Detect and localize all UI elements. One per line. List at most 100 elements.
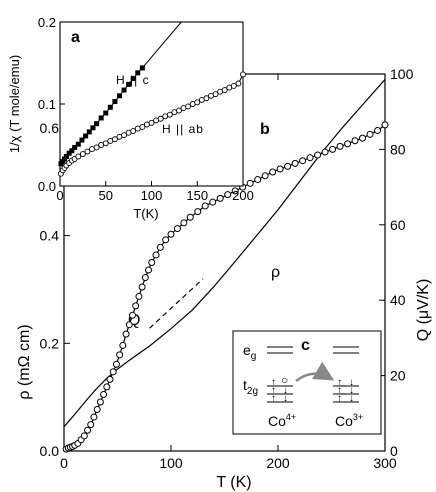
q-data-point <box>116 351 124 359</box>
hc-data-point <box>130 76 136 82</box>
q-data-point <box>231 187 239 195</box>
hab-data-point <box>194 99 201 106</box>
panel-label-b: b <box>260 121 270 138</box>
spin-left-2b: ↓ <box>283 385 288 396</box>
level-eg-main: e <box>243 342 251 358</box>
q-data-point <box>261 172 269 180</box>
ion-co4-charge: 4+ <box>286 412 296 422</box>
spin-right-3b: ↓ <box>349 393 354 404</box>
hc-data-point <box>72 144 78 150</box>
level-t2g-sub: 2g <box>247 386 258 397</box>
hab-data-point <box>175 107 182 114</box>
spin-right-2a: ↑ <box>337 385 342 396</box>
q-data-point <box>100 390 108 398</box>
main-right-y-tick-label: 80 <box>390 141 406 157</box>
spin-left-2a: ↑ <box>271 385 276 396</box>
hab-data-point <box>240 71 246 78</box>
q-data-point <box>299 157 307 165</box>
q-data-point <box>209 198 217 206</box>
hc-data-point <box>86 129 92 135</box>
hab-data-point <box>130 128 137 135</box>
hc-data-point <box>79 137 85 143</box>
hc-data-point <box>107 104 113 110</box>
hab-data-point <box>230 83 237 89</box>
level-label-eg: eg <box>243 342 256 362</box>
inset-x-tick-label: 150 <box>186 188 208 203</box>
spin-left-1a: ↑ <box>271 377 276 388</box>
spin-right-1b: ↓ <box>349 377 354 388</box>
main-right-y-ticks: 0 20 40 60 80 100 <box>379 66 414 459</box>
q-data-point <box>201 202 209 210</box>
main-right-y-tick-label: 0 <box>390 443 398 459</box>
q-data-point <box>162 236 170 244</box>
q-data-point <box>366 130 374 138</box>
q-data-point <box>359 134 367 142</box>
spin-left-3a: ↑ <box>271 393 276 404</box>
hab-data-point <box>139 124 146 130</box>
hc-data-point <box>116 93 122 99</box>
q-data-point <box>148 259 156 266</box>
hab-data-point <box>185 103 192 110</box>
q-data-point <box>216 194 224 202</box>
q-data-point <box>125 321 133 329</box>
hole-left: ○ <box>281 373 288 387</box>
q-data-point <box>138 283 146 291</box>
hab-data-point <box>75 153 82 160</box>
spin-right-1a: ↑ <box>337 377 342 388</box>
inset-y-tick-label: 0.1 <box>38 97 56 112</box>
main-right-y-axis-label: Q (μV/K) <box>415 279 432 342</box>
q-data-point <box>224 191 232 199</box>
hab-data-point <box>157 115 164 122</box>
inset-x-tick-label: 200 <box>232 188 254 203</box>
q-data-point <box>180 219 188 227</box>
main-left-y-axis-label: ρ (mΩ cm) <box>16 324 33 399</box>
panel-label-c: c <box>301 337 310 354</box>
main-x-tick-label: 200 <box>266 455 290 471</box>
inset-x-tick-label: 100 <box>141 188 163 203</box>
q-data-point <box>80 432 88 440</box>
q-data-point <box>145 266 153 274</box>
q-data-point <box>84 426 92 434</box>
hc-data-point <box>103 110 109 116</box>
q-data-point <box>344 140 352 148</box>
main-plot: 0 100 200 300 0.0 0.2 0.4 0.6 0 20 40 60 80 100 T (… <box>16 66 432 491</box>
q-data-point <box>93 406 101 414</box>
hab-data-point <box>221 87 228 94</box>
transfer-arrow <box>295 361 335 383</box>
inset-y-tick-label: 0.0 <box>38 179 56 194</box>
hc-data-point <box>94 121 100 127</box>
level-t2g-main: t <box>243 377 247 393</box>
hab-data-point <box>84 148 91 155</box>
inset-c-frame <box>232 330 382 435</box>
series-label-rho: ρ <box>271 264 280 281</box>
hab-data-point <box>235 80 242 87</box>
hab-data-point <box>79 151 86 157</box>
q-data-point <box>141 274 149 282</box>
hab-data-point <box>102 140 109 147</box>
q-data-point <box>284 162 292 170</box>
hc-data-point <box>135 70 141 76</box>
q-data-point <box>122 330 130 338</box>
inset-y-tick-label: 0.2 <box>38 15 56 30</box>
main-left-y-tick-label: 0.0 <box>40 443 60 459</box>
q-data-point <box>329 145 337 153</box>
hc-data-point <box>69 148 75 154</box>
hab-data-point <box>121 132 128 139</box>
main-right-y-tick-label: 20 <box>390 368 406 384</box>
q-data-point <box>156 243 164 251</box>
hc-data-point <box>121 87 127 93</box>
hab-data-point <box>203 95 210 102</box>
hc-data-point <box>63 153 69 159</box>
q-data-point <box>109 368 117 376</box>
level-eg-sub: g <box>251 351 257 362</box>
q-data-point <box>246 179 254 187</box>
ion-label-co4: Co4+ <box>268 412 296 429</box>
q-data-point <box>194 208 202 216</box>
hc-data-point <box>66 150 72 156</box>
spin-left-3b: ↓ <box>283 393 288 404</box>
inset-c: c eg t2g ↑ ○ ↑ ↓ ↑ ↓ ↑ ↓ ↑ ↓ ↑ ↓ Co4+ Co… <box>232 330 382 435</box>
q-data-point <box>374 127 382 135</box>
ion-co3-name: Co <box>335 413 353 429</box>
q-data-point <box>276 165 284 173</box>
